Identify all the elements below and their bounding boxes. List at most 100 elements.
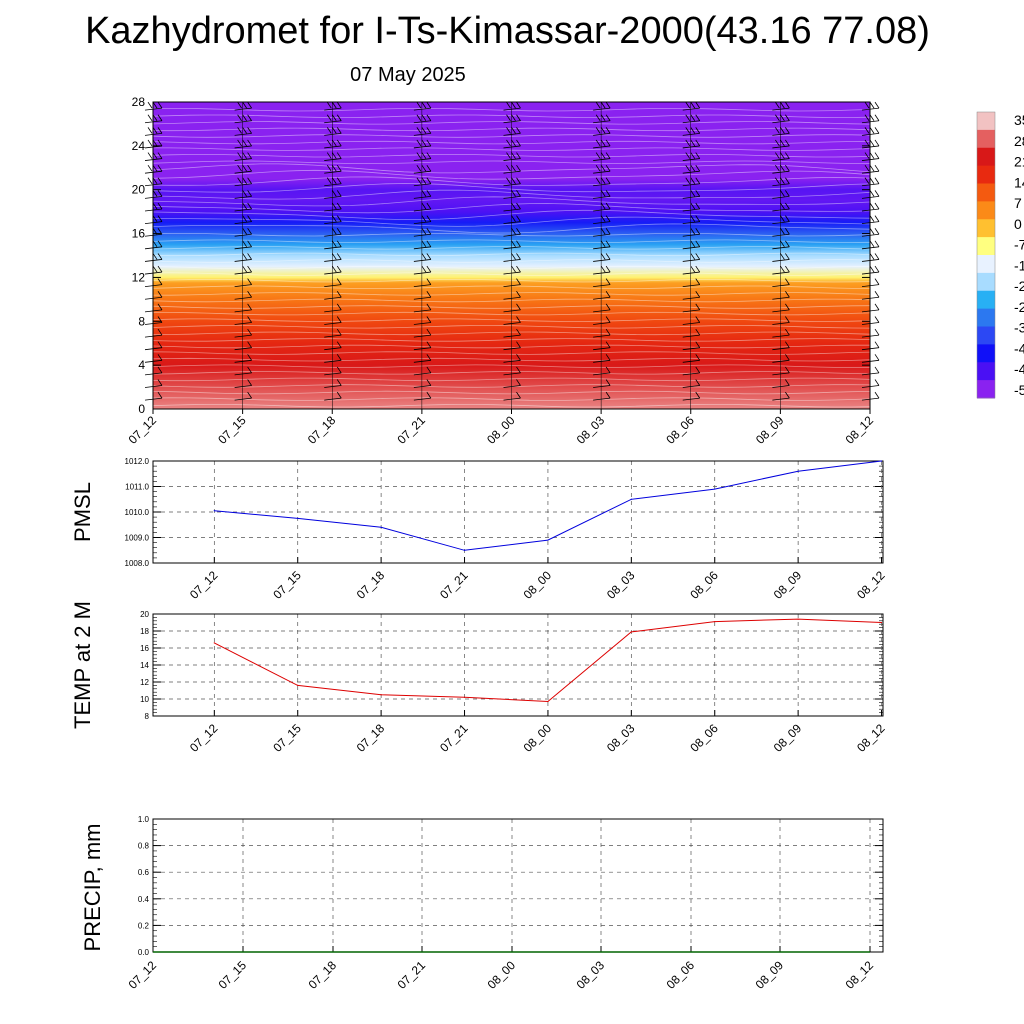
wind-barb <box>324 328 342 338</box>
x-tick-label: 07_12 <box>187 568 221 602</box>
wind-barb <box>772 316 790 325</box>
data-point <box>547 700 549 703</box>
wind-barb <box>861 164 880 174</box>
barb-flag <box>516 379 521 386</box>
wind-barb <box>772 202 790 212</box>
wind-barb <box>234 101 252 111</box>
barb-flag <box>336 240 342 248</box>
barb-flag <box>600 127 606 134</box>
barb-shaft <box>413 385 431 388</box>
barb-flag <box>157 139 163 147</box>
barb-shaft <box>593 309 611 313</box>
barb-flag <box>506 114 511 121</box>
data-point <box>297 684 299 687</box>
wind-barb <box>682 152 701 161</box>
barb-shaft <box>503 296 521 300</box>
barb-flag <box>516 164 521 172</box>
barb-shaft <box>682 296 700 300</box>
barb-shaft <box>593 195 611 199</box>
barb-flag <box>695 291 701 298</box>
wind-barb <box>413 391 432 401</box>
colorbar-label: 7 <box>1014 195 1022 211</box>
barb-flag <box>416 177 422 185</box>
wind-barb <box>682 316 701 325</box>
colorbar-label: -7 <box>1014 237 1024 253</box>
barb-shaft <box>772 158 790 161</box>
barb-flag <box>242 253 247 260</box>
barb-flag <box>152 253 158 260</box>
wind-barb <box>682 101 701 111</box>
wind-barb <box>234 114 252 124</box>
wind-barb <box>593 177 611 187</box>
barb-flag <box>426 354 432 361</box>
chart-title: Kazhydromet for I-Ts-Kimassar-2000(43.16… <box>85 10 930 52</box>
wind-barb <box>234 164 252 174</box>
wind-barb <box>234 328 252 338</box>
barb-flag <box>780 253 785 260</box>
barb-flag <box>516 127 521 134</box>
barb-flag <box>426 177 432 185</box>
barb-shaft <box>593 284 611 288</box>
barb-shaft <box>234 284 252 288</box>
barb-flag <box>157 366 163 374</box>
barb-flag <box>605 164 611 172</box>
barb-shaft <box>503 284 521 288</box>
barb-shaft <box>682 271 700 275</box>
wind-barb <box>772 328 790 338</box>
wind-barb <box>772 114 790 124</box>
barb-shaft <box>772 296 790 300</box>
barb-flag <box>336 391 342 399</box>
wind-barb <box>413 291 432 300</box>
barb-flag <box>336 341 342 348</box>
wind-barb <box>234 316 252 325</box>
barb-flag <box>695 391 701 399</box>
barb-flag <box>690 265 696 273</box>
barb-flag <box>516 177 521 185</box>
barb-flag <box>157 114 163 121</box>
barb-shaft <box>234 296 252 300</box>
barb-flag <box>326 164 332 172</box>
barb-flag <box>605 379 611 386</box>
barb-flag <box>247 227 252 235</box>
barb-flag <box>247 215 252 222</box>
barb-flag <box>426 139 432 147</box>
barb-shaft <box>503 309 521 313</box>
barb-flag <box>605 366 611 374</box>
barb-flag <box>516 316 521 323</box>
x-tick-label: 08_03 <box>574 413 608 447</box>
barb-shaft <box>413 296 431 300</box>
barb-flag <box>506 139 511 147</box>
colorbar-swatch <box>977 129 995 149</box>
wind-barb <box>324 278 342 288</box>
barb-flag <box>785 391 790 399</box>
wind-barb <box>593 354 611 363</box>
barb-flag <box>605 202 611 210</box>
barb-shaft <box>682 221 700 225</box>
wind-barb <box>324 291 342 300</box>
colorbar-label: 21 <box>1014 154 1024 170</box>
data-point <box>630 631 632 633</box>
barb-shaft <box>682 334 700 338</box>
barb-flag <box>331 265 337 273</box>
barb-shaft <box>682 397 700 401</box>
barb-flag <box>780 139 785 147</box>
wind-barb <box>772 215 790 225</box>
barb-shaft <box>772 372 790 376</box>
y-tick-label: 28 <box>132 95 146 109</box>
wind-barb <box>593 366 611 376</box>
barb-flag <box>336 316 342 323</box>
barb-shaft <box>503 246 521 250</box>
y-tick-label: 24 <box>132 139 146 153</box>
barb-shaft <box>234 208 252 212</box>
barb-shaft <box>234 271 252 275</box>
barb-flag <box>516 253 521 260</box>
wind-barb <box>772 127 790 136</box>
barb-flag <box>869 240 875 248</box>
barb-flag <box>336 152 342 159</box>
barb-flag <box>775 177 780 185</box>
wind-barb <box>503 114 521 124</box>
wind-barb <box>503 278 521 288</box>
barb-flag <box>869 215 875 222</box>
barb-shaft <box>772 221 790 225</box>
